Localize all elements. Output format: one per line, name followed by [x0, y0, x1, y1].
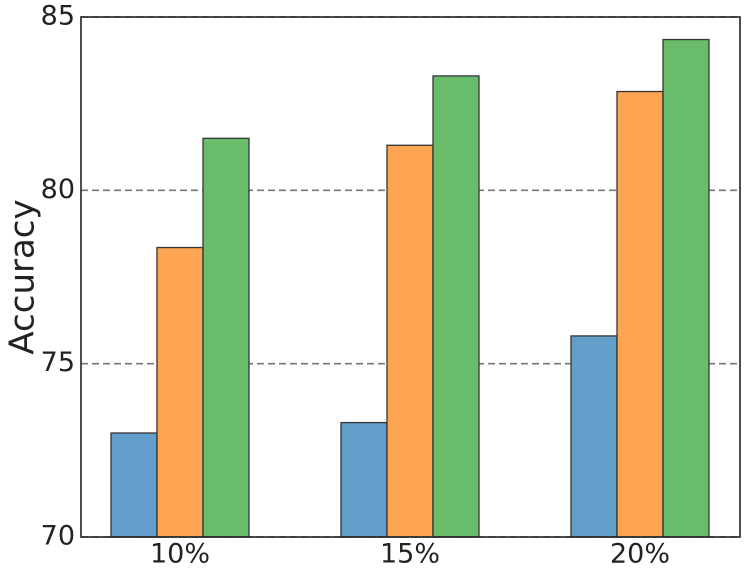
y-axis-label: Accuracy [3, 199, 43, 354]
x-tick-label: 15% [380, 539, 440, 570]
bar [110, 432, 158, 538]
y-tick-label: 85 [41, 1, 75, 32]
y-tick-label: 70 [41, 521, 75, 552]
y-tick-label: 80 [41, 174, 75, 205]
bar [570, 335, 618, 538]
plot-frame [80, 16, 741, 538]
x-tick-label: 20% [610, 539, 670, 570]
bar [156, 246, 204, 538]
bar [662, 38, 710, 538]
bar [340, 421, 388, 538]
bar [202, 137, 250, 538]
bar [616, 90, 664, 538]
bar [386, 144, 434, 538]
bar [432, 75, 480, 538]
y-tick-label: 75 [41, 347, 75, 378]
x-tick-label: 10% [150, 539, 210, 570]
